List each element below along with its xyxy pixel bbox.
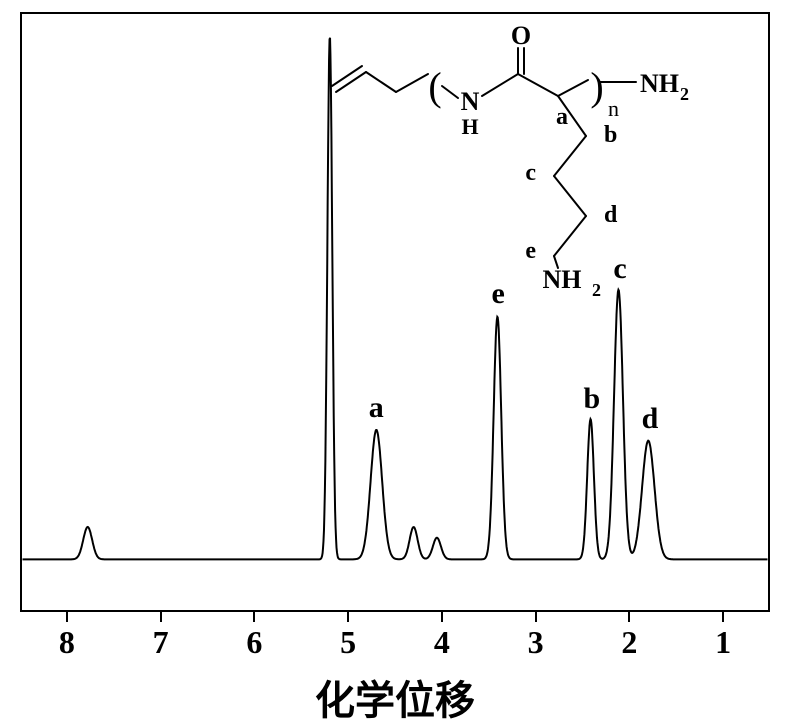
svg-text:2: 2	[592, 280, 601, 300]
x-tick	[722, 612, 724, 622]
svg-text:c: c	[525, 160, 536, 186]
x-tick	[253, 612, 255, 622]
svg-text:H: H	[461, 114, 478, 139]
svg-text:N: N	[461, 87, 480, 116]
peak-label-b: b	[584, 382, 601, 416]
x-tick	[347, 612, 349, 622]
x-tick	[441, 612, 443, 622]
svg-text:n: n	[608, 96, 619, 121]
x-tick-label: 2	[621, 624, 637, 661]
svg-text:NH: NH	[640, 69, 679, 98]
x-tick-label: 1	[715, 624, 731, 661]
svg-text:): )	[590, 64, 603, 109]
x-tick	[535, 612, 537, 622]
svg-text:b: b	[604, 122, 617, 148]
svg-text:e: e	[525, 238, 536, 264]
x-tick-label: 8	[59, 624, 75, 661]
peak-label-a: a	[369, 391, 384, 425]
x-tick	[160, 612, 162, 622]
x-axis-title: 化学位移	[315, 668, 475, 726]
x-tick	[628, 612, 630, 622]
svg-text:O: O	[511, 21, 531, 50]
x-tick-label: 7	[153, 624, 169, 661]
nmr-figure: 87654321 化学位移 aebcd ()nNHONH2abcdeNH2	[0, 0, 790, 719]
x-tick-label: 4	[434, 624, 450, 661]
x-tick-label: 5	[340, 624, 356, 661]
svg-text:NH: NH	[543, 265, 582, 294]
x-tick	[66, 612, 68, 622]
svg-text:d: d	[604, 202, 618, 228]
svg-text:(: (	[428, 64, 441, 109]
svg-text:2: 2	[680, 84, 689, 104]
x-tick-label: 3	[528, 624, 544, 661]
peak-label-d: d	[642, 402, 659, 436]
x-tick-label: 6	[246, 624, 262, 661]
molecular-structure: ()nNHONH2abcdeNH2	[330, 30, 700, 320]
